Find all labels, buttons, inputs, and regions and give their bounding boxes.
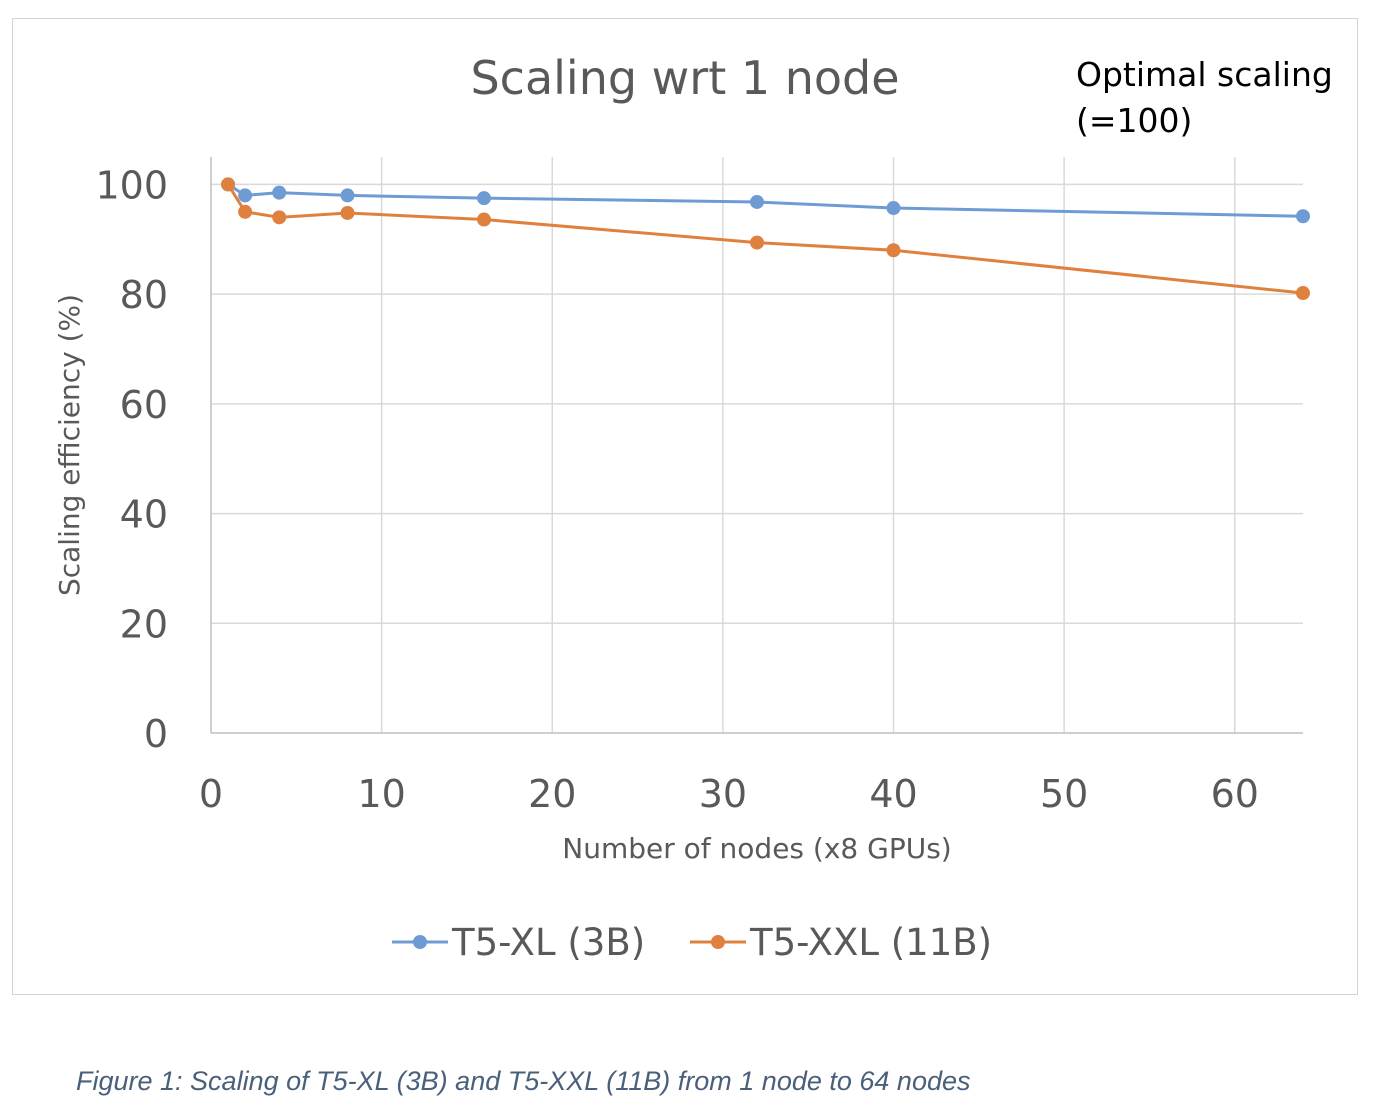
x-axis-label: Number of nodes (x8 GPUs) (562, 832, 951, 865)
grid (210, 157, 1303, 734)
figure-caption: Figure 1: Scaling of T5-XL (3B) and T5-X… (76, 1066, 971, 1096)
series-line (227, 183, 1304, 218)
legend: T5-XL (3B) T5-XXL (11B) (392, 921, 992, 964)
legend-label: T5-XXL (11B) (749, 921, 992, 964)
data-point (272, 210, 287, 225)
data-point (1296, 209, 1310, 224)
annotation-line-1: Optimal scaling (1076, 55, 1333, 94)
legend-label: T5-XL (3B) (451, 921, 645, 964)
data-point (238, 204, 253, 219)
tick-labels: 0 20 40 60 80 100 0 10 20 30 40 50 60 (95, 163, 1258, 816)
data-point (750, 194, 764, 209)
y-tick-label: 100 (95, 163, 168, 207)
data-point (886, 201, 901, 216)
series-line (226, 183, 1304, 295)
data-point (238, 188, 253, 203)
y-axis-label: Scaling efficiency (%) (53, 294, 86, 596)
data-point (272, 185, 287, 200)
annotation-line-2: (=100) (1076, 101, 1192, 140)
y-tick-label: 0 (144, 712, 168, 756)
y-tick-label: 20 (120, 602, 168, 646)
data-point (340, 188, 355, 203)
legend-marker (413, 935, 427, 949)
x-tick-label: 50 (1040, 772, 1088, 816)
data-point (1296, 286, 1310, 301)
data-point (750, 235, 764, 250)
x-tick-label: 20 (528, 772, 576, 816)
data-point (886, 243, 901, 258)
data-point (477, 191, 491, 206)
x-tick-label: 30 (699, 772, 747, 816)
x-tick-label: 0 (199, 772, 223, 816)
x-tick-label: 10 (357, 772, 405, 816)
series (221, 177, 1310, 301)
y-tick-label: 40 (120, 493, 168, 537)
y-tick-label: 80 (120, 273, 168, 317)
chart-title: Scaling wrt 1 node (470, 51, 899, 105)
line-chart: Scaling wrt 1 node Optimal scaling (=100… (53, 51, 1333, 964)
x-tick-label: 60 (1211, 772, 1259, 816)
data-point (340, 205, 355, 220)
legend-marker (711, 935, 725, 949)
y-tick-label: 60 (120, 383, 168, 427)
data-point (477, 212, 491, 227)
data-point (221, 177, 236, 192)
x-tick-label: 40 (869, 772, 917, 816)
chart-frame (12, 18, 1358, 995)
